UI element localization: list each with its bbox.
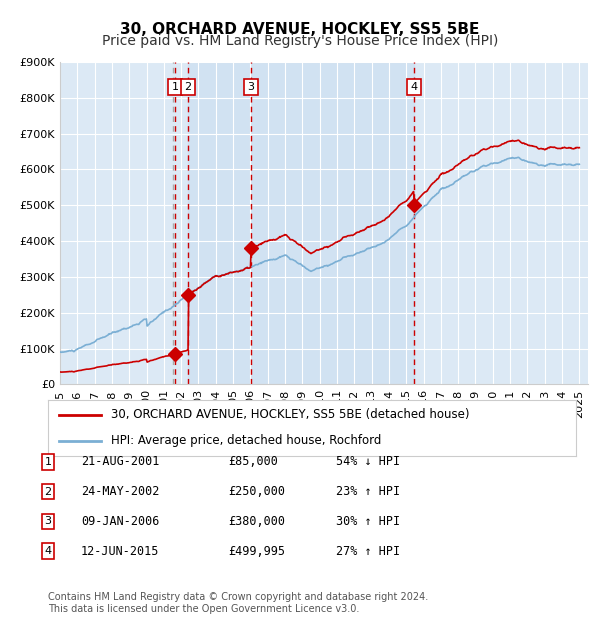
- Text: 30, ORCHARD AVENUE, HOCKLEY, SS5 5BE: 30, ORCHARD AVENUE, HOCKLEY, SS5 5BE: [121, 22, 479, 37]
- Text: 21-AUG-2001: 21-AUG-2001: [81, 456, 160, 468]
- Text: 3: 3: [247, 82, 254, 92]
- Text: 12-JUN-2015: 12-JUN-2015: [81, 545, 160, 557]
- Text: £85,000: £85,000: [228, 456, 278, 468]
- Text: HPI: Average price, detached house, Rochford: HPI: Average price, detached house, Roch…: [112, 434, 382, 447]
- Text: 4: 4: [44, 546, 52, 556]
- Text: 3: 3: [44, 516, 52, 526]
- Text: 4: 4: [410, 82, 418, 92]
- Text: £380,000: £380,000: [228, 515, 285, 528]
- Text: £499,995: £499,995: [228, 545, 285, 557]
- Text: 24-MAY-2002: 24-MAY-2002: [81, 485, 160, 498]
- Text: 09-JAN-2006: 09-JAN-2006: [81, 515, 160, 528]
- Text: Price paid vs. HM Land Registry's House Price Index (HPI): Price paid vs. HM Land Registry's House …: [102, 34, 498, 48]
- Text: Contains HM Land Registry data © Crown copyright and database right 2024.
This d: Contains HM Land Registry data © Crown c…: [48, 592, 428, 614]
- Text: 2: 2: [44, 487, 52, 497]
- Text: 23% ↑ HPI: 23% ↑ HPI: [336, 485, 400, 498]
- Text: 2: 2: [185, 82, 191, 92]
- Text: £250,000: £250,000: [228, 485, 285, 498]
- Text: 30% ↑ HPI: 30% ↑ HPI: [336, 515, 400, 528]
- Text: 27% ↑ HPI: 27% ↑ HPI: [336, 545, 400, 557]
- Text: 54% ↓ HPI: 54% ↓ HPI: [336, 456, 400, 468]
- Text: 30, ORCHARD AVENUE, HOCKLEY, SS5 5BE (detached house): 30, ORCHARD AVENUE, HOCKLEY, SS5 5BE (de…: [112, 409, 470, 422]
- Bar: [188, 62, 414, 384]
- Text: 1: 1: [44, 457, 52, 467]
- Text: 1: 1: [172, 82, 178, 92]
